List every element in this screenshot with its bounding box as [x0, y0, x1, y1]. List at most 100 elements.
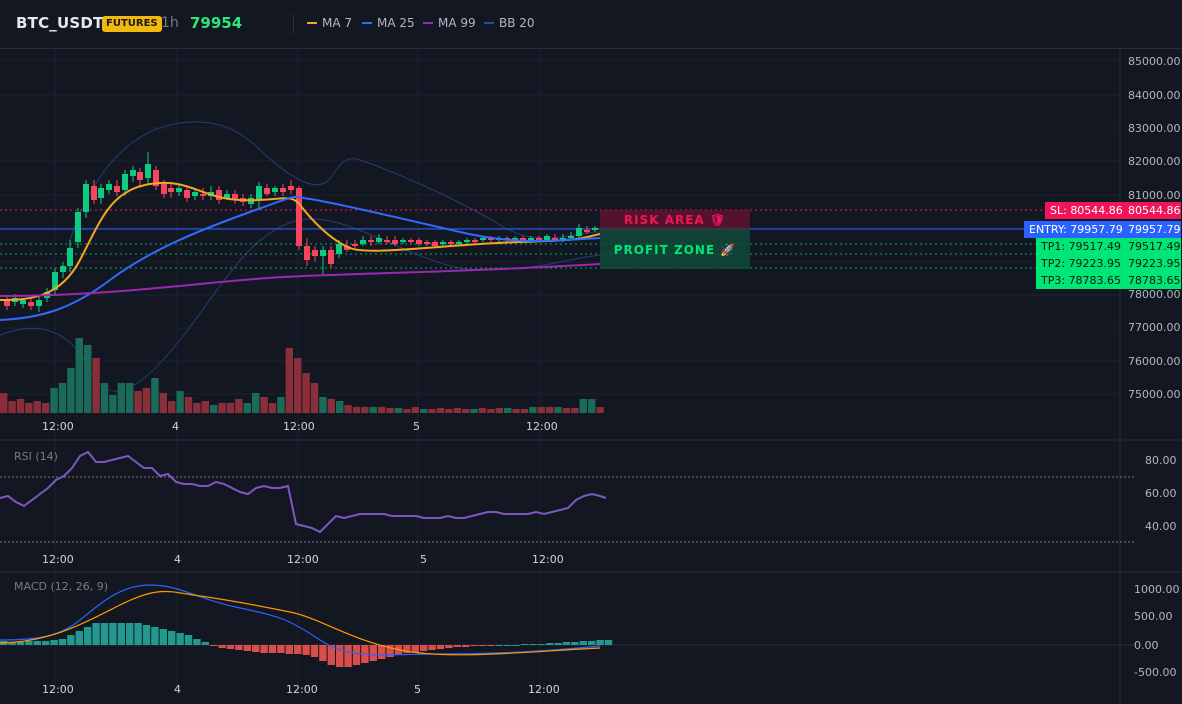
futures-badge: FUTURES — [102, 16, 162, 32]
ma99-swatch-icon — [423, 22, 433, 24]
macd-axis-tick: 1000.00 — [1134, 583, 1180, 596]
macd-histogram-bar — [571, 642, 579, 645]
candle-body — [256, 186, 262, 200]
bb-upper-band — [69, 121, 601, 241]
macd-histogram-bar — [369, 645, 377, 661]
candle-body — [592, 228, 598, 230]
time-axis-tick: 4 — [174, 553, 181, 566]
candle-body — [544, 236, 550, 240]
volume-bar — [310, 383, 319, 413]
legend-bb20[interactable]: BB 20 — [484, 16, 535, 30]
volume-bar — [159, 393, 167, 413]
volume-bar — [151, 378, 159, 413]
legend-ma25[interactable]: MA 25 — [362, 16, 415, 30]
volume-bar — [411, 407, 419, 413]
bb20-swatch-icon — [484, 22, 494, 24]
time-axis-tick: 12:00 — [287, 553, 319, 566]
volume-bar — [537, 407, 545, 413]
volume-bar — [277, 397, 285, 413]
volume-bar — [495, 408, 503, 413]
chart-canvas[interactable] — [0, 48, 1182, 704]
volume-bar — [260, 397, 268, 413]
macd-histogram-bar — [344, 645, 352, 667]
candle-body — [360, 240, 366, 244]
candle-body — [145, 164, 151, 178]
legend-ma99[interactable]: MA 99 — [423, 16, 476, 30]
entry-left-tag: ENTRY: 79957.79 — [1024, 221, 1128, 238]
macd-histogram-bar — [327, 645, 335, 665]
candle-body — [176, 188, 182, 192]
sl-left-tag: SL: 80544.86 — [1045, 202, 1128, 219]
time-axis-tick: 4 — [174, 683, 181, 696]
candle-body — [304, 246, 310, 260]
macd-axis-tick: 500.00 — [1134, 610, 1173, 623]
time-axis-tick: 5 — [413, 420, 420, 433]
candle-body — [280, 188, 286, 192]
macd-histogram-bar — [84, 627, 92, 645]
trade-zones — [600, 210, 750, 269]
candle-body — [368, 240, 374, 242]
macd-histogram-bar — [226, 645, 235, 649]
macd-histogram-bar — [411, 645, 419, 652]
volume-bar — [302, 373, 310, 413]
time-axis-tick: 12:00 — [286, 683, 318, 696]
macd-histogram-bar — [352, 645, 361, 665]
candle-body — [106, 184, 112, 190]
volume-bar — [588, 399, 596, 413]
price-axis-tick: 81000.00 — [1128, 189, 1181, 202]
rsi-axis-tick: 40.00 — [1145, 520, 1177, 533]
entry-price-tag: 79957.79 — [1124, 221, 1181, 238]
volume-bar — [100, 383, 109, 413]
time-axis-tick: 5 — [420, 553, 427, 566]
macd-histogram-bar — [310, 645, 319, 657]
macd-histogram-bar — [504, 645, 512, 646]
ma25-swatch-icon — [362, 22, 372, 24]
volume-bar — [378, 407, 386, 413]
volume-bar — [579, 399, 587, 413]
macd-histogram-bar — [285, 645, 293, 654]
macd-histogram-bar — [562, 642, 571, 645]
macd-histogram-bar — [151, 627, 159, 645]
candle-body — [28, 302, 34, 306]
candle-body — [392, 240, 398, 244]
candle-body — [4, 300, 10, 306]
ma25-line — [0, 196, 601, 321]
candle-body — [200, 194, 206, 196]
volume-bar — [420, 409, 428, 413]
candle-body — [312, 250, 318, 256]
macd-histogram-bar — [470, 645, 478, 646]
legend-ma7[interactable]: MA 7 — [307, 16, 352, 30]
legend-ma99-label: MA 99 — [438, 16, 476, 30]
macd-histogram-bar — [25, 641, 33, 645]
candle-body — [184, 190, 190, 198]
macd-histogram-bar — [277, 645, 285, 653]
time-axis-tick: 12:00 — [526, 420, 558, 433]
macd-histogram-bar — [134, 623, 142, 645]
candle-body — [67, 248, 73, 266]
macd-histogram-bar — [260, 645, 268, 653]
macd-histogram-bar — [520, 644, 529, 645]
candle-body — [114, 186, 120, 192]
tp3-price-tag: 78783.65 — [1124, 272, 1181, 289]
volume-bar — [478, 408, 487, 413]
macd-histogram-bar — [604, 640, 613, 645]
chart-grid — [0, 48, 1182, 704]
tp1-price-tag: 79517.49 — [1124, 238, 1181, 255]
candle-body — [60, 266, 66, 272]
macd-histogram-bar — [159, 629, 167, 645]
volume-bar — [554, 407, 562, 413]
rsi-label: RSI (14) — [14, 450, 58, 463]
interval-selector[interactable]: 1h — [161, 15, 179, 31]
candle-body — [83, 184, 89, 212]
macd-histogram-bar — [579, 641, 587, 645]
symbol-name[interactable]: BTC_USDT — [16, 14, 104, 32]
macd-pane — [0, 584, 1134, 667]
macd-histogram-bar — [8, 642, 16, 645]
volume-bar — [142, 388, 151, 413]
rsi-axis-tick: 60.00 — [1145, 487, 1177, 500]
macd-histogram-bar — [184, 635, 193, 645]
candle-body — [344, 246, 350, 250]
candle-body — [512, 238, 518, 240]
price-axis-tick: 85000.00 — [1128, 55, 1181, 68]
macd-histogram-bar — [33, 641, 41, 645]
